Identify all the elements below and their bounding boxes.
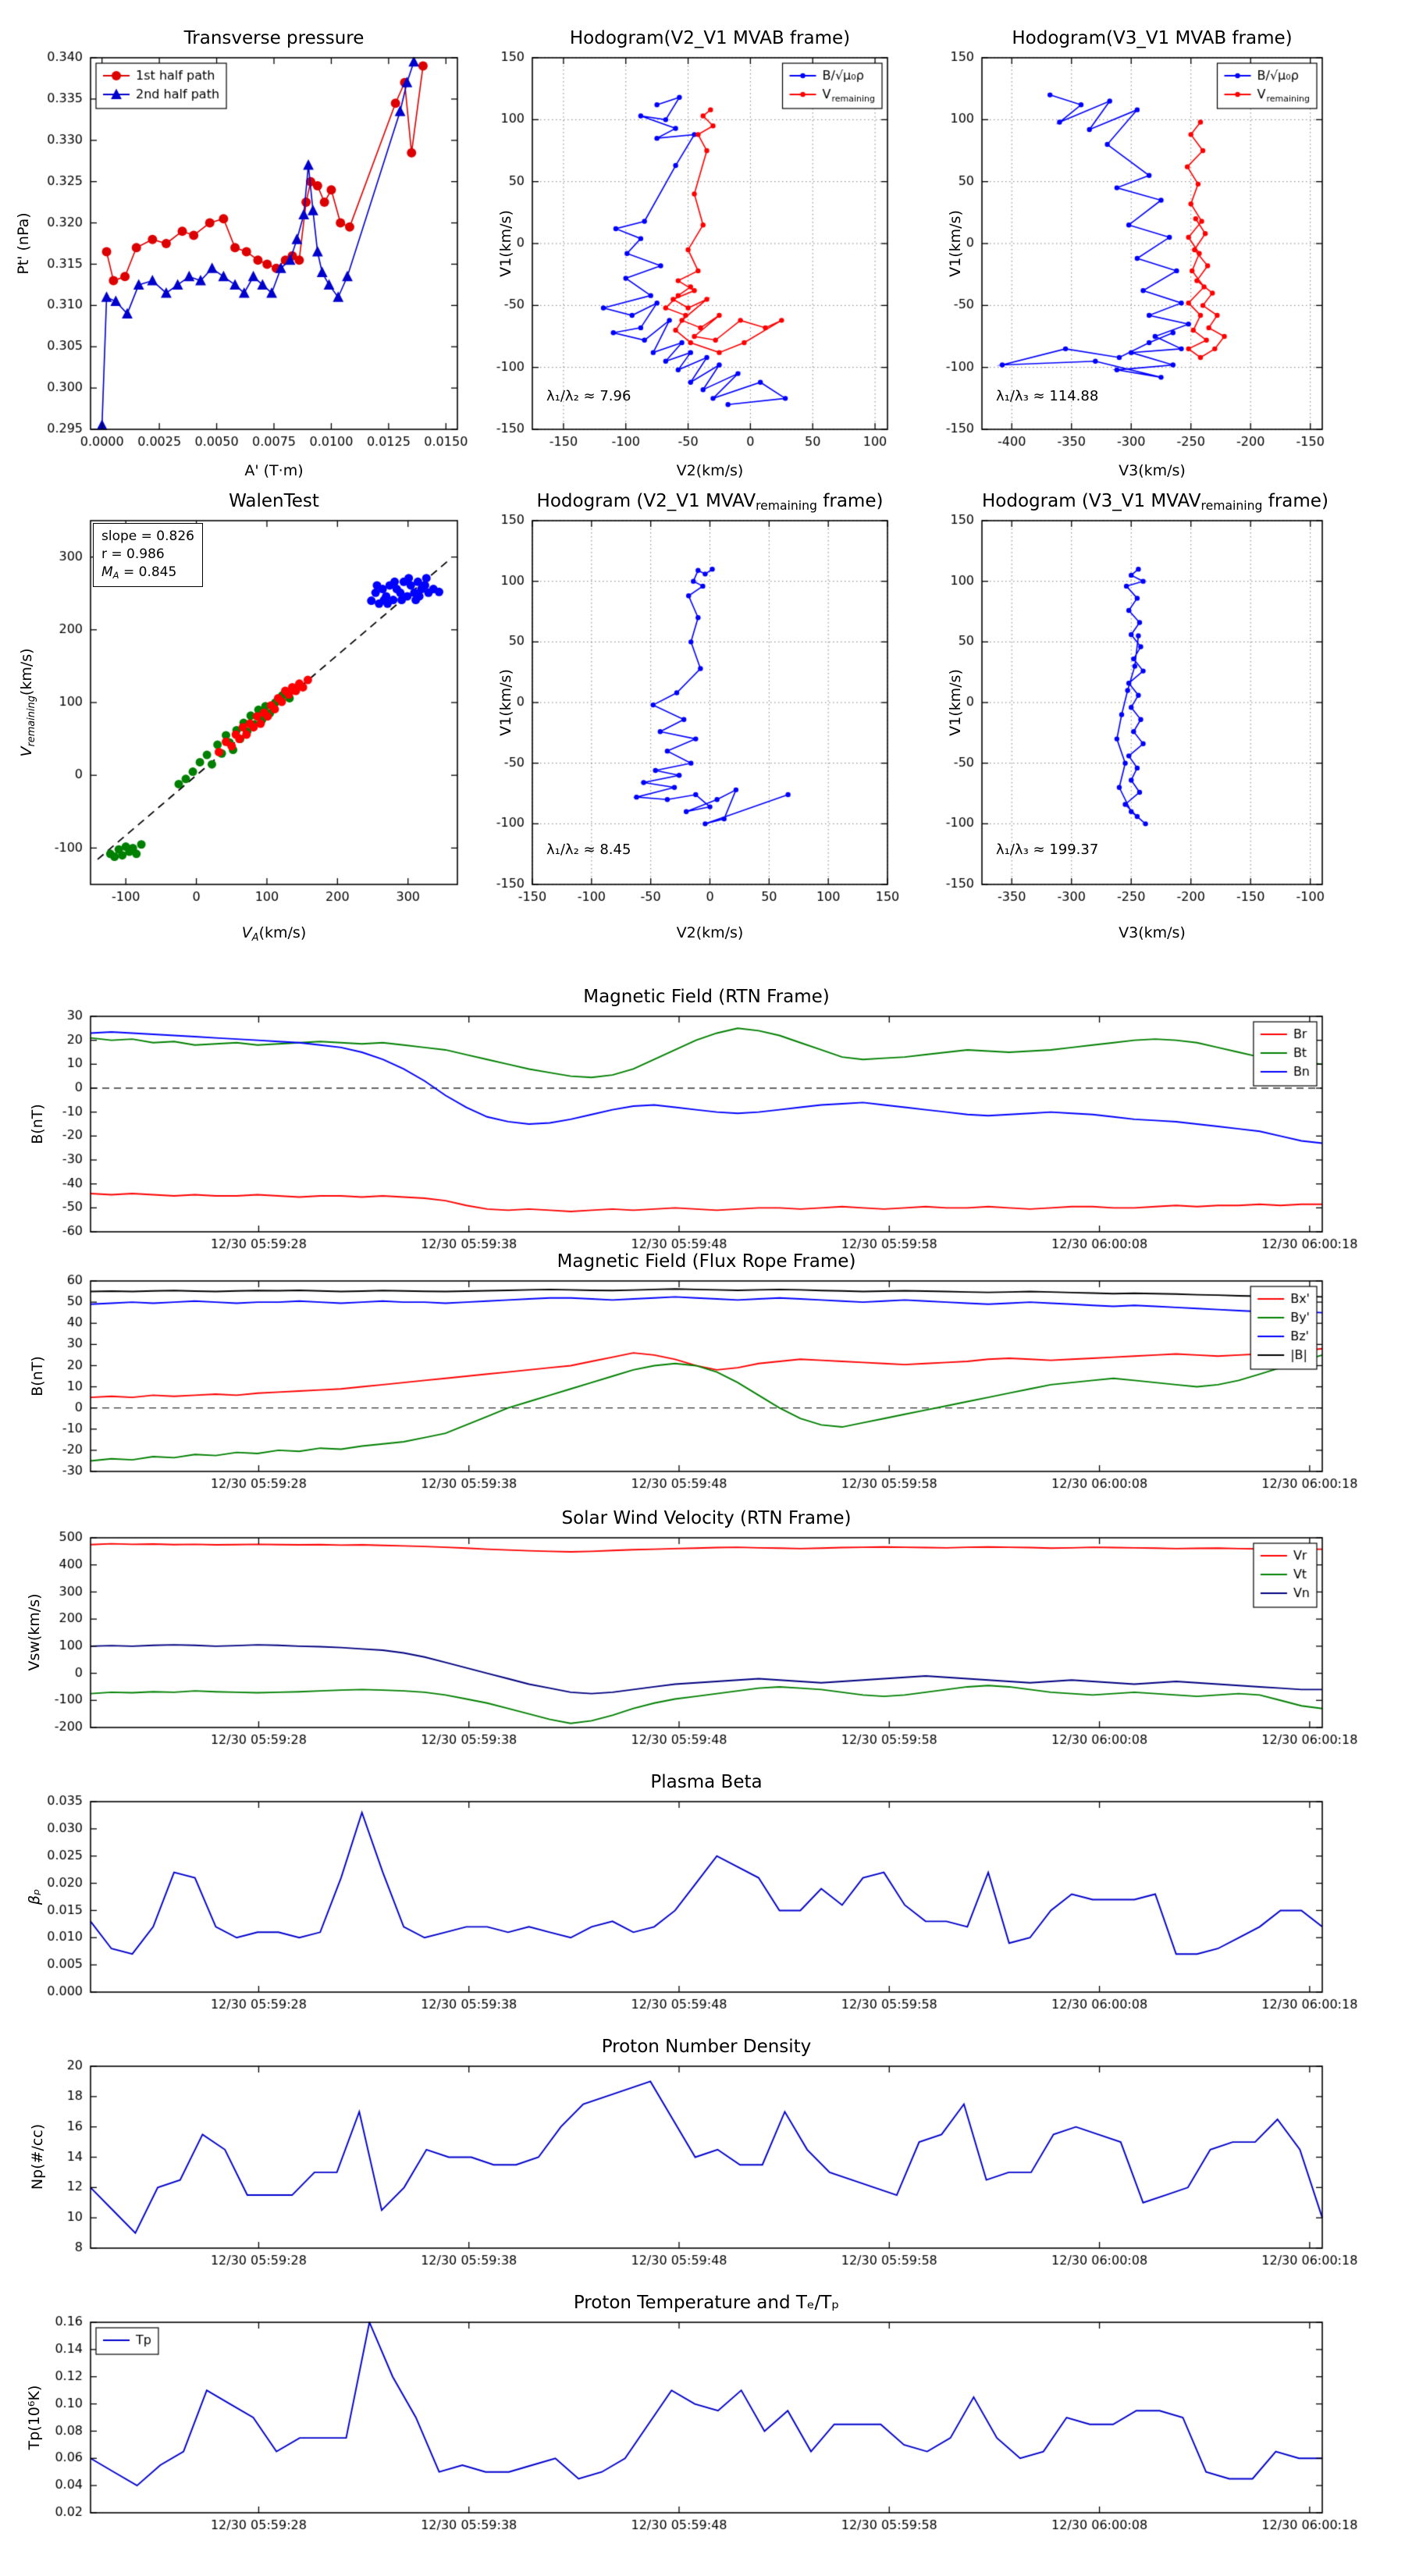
mach-subscript: A [112,570,119,582]
title-text: Hodogram (V2_V1 MVAV [536,491,756,511]
title-proton-temperature: Proton Temperature and Tₑ/Tₚ [573,2293,840,2313]
ylabel-hodogram-v3v1-mvav: V1(km/s) [947,669,964,736]
ylabel-units: (km/s) [18,648,35,696]
ylabel-proton-temperature: Tp(10⁶K) [26,2385,43,2450]
title-solar-wind-velocity: Solar Wind Velocity (RTN Frame) [561,1508,852,1528]
xlabel-hodogram-v3v1-mvav: V3(km/s) [1119,924,1186,941]
ylabel-main: V [18,746,35,757]
title-text: frame) [1262,491,1329,511]
walen-correlation: r = 0.986 [101,546,165,562]
ylabel-plasma-beta: βₚ [26,1888,43,1905]
mach-value: = 0.845 [119,564,177,580]
lambda-ratio-annotation-v3v1-mvav: λ₁/λ₃ ≈ 199.37 [996,841,1099,858]
xlabel-hodogram-v2v1-mvav: V2(km/s) [676,924,744,941]
lambda-ratio-annotation-v2v1-mvab: λ₁/λ₂ ≈ 7.96 [546,388,631,404]
title-text: frame) [816,491,884,511]
title-subscript: remaining [1200,498,1263,514]
title-subscript: remaining [756,498,817,514]
title-text: Hodogram (V3_V1 MVAV [982,491,1201,511]
ylabel-transverse-pressure: Pt' (nPa) [15,212,32,275]
walen-stats-box: slope = 0.826 r = 0.986 MA = 0.845 [93,523,203,587]
title-plasma-beta: Plasma Beta [650,1772,763,1792]
ylabel-walen-test: Vremaining(km/s) [18,648,37,757]
xlabel-units: (km/s) [258,924,307,941]
title-hodogram-v3v1-mvav: Hodogram (V3_V1 MVAVremaining frame) [982,491,1329,514]
xlabel-transverse-pressure: A' (T·m) [244,462,304,479]
mach-symbol: M [101,564,113,580]
ylabel-mag-field-flux-rope: B(nT) [29,1356,46,1397]
title-hodogram-v2v1-mvab: Hodogram(V2_V1 MVAB frame) [569,28,851,48]
xlabel-subscript: A [251,931,259,944]
title-mag-field-flux-rope: Magnetic Field (Flux Rope Frame) [557,1251,856,1272]
lambda-ratio-annotation-v3v1-mvab: λ₁/λ₃ ≈ 114.88 [996,388,1099,404]
walen-mach-number: MA = 0.845 [101,564,194,582]
title-hodogram-v2v1-mvav: Hodogram (V2_V1 MVAVremaining frame) [532,491,887,514]
walen-slope: slope = 0.826 [101,528,194,544]
title-proton-density: Proton Number Density [601,2037,812,2057]
ylabel-hodogram-v3v1-mvab: V1(km/s) [947,210,964,277]
title-hodogram-v3v1-mvab: Hodogram(V3_V1 MVAB frame) [1012,28,1293,48]
xlabel-hodogram-v2v1-mvab: V2(km/s) [676,462,744,479]
xlabel-main: V [241,924,252,941]
xlabel-walen-test: VA(km/s) [91,924,457,944]
ylabel-mag-field-rtn: B(nT) [29,1104,46,1144]
ylabel-subscript: remaining [25,696,37,747]
title-transverse-pressure: Transverse pressure [183,28,365,48]
ylabel-hodogram-v2v1-mvab: V1(km/s) [497,210,514,277]
ylabel-solar-wind-velocity: Vsw(km/s) [26,1593,43,1671]
xlabel-hodogram-v3v1-mvab: V3(km/s) [1119,462,1186,479]
ylabel-proton-density: Np(#/cc) [29,2123,46,2190]
title-walen-test: WalenTest [229,491,319,511]
title-mag-field-rtn: Magnetic Field (RTN Frame) [583,987,830,1007]
lambda-ratio-annotation-v2v1-mvav: λ₁/λ₂ ≈ 8.45 [546,841,631,858]
ylabel-hodogram-v2v1-mvav: V1(km/s) [497,669,514,736]
